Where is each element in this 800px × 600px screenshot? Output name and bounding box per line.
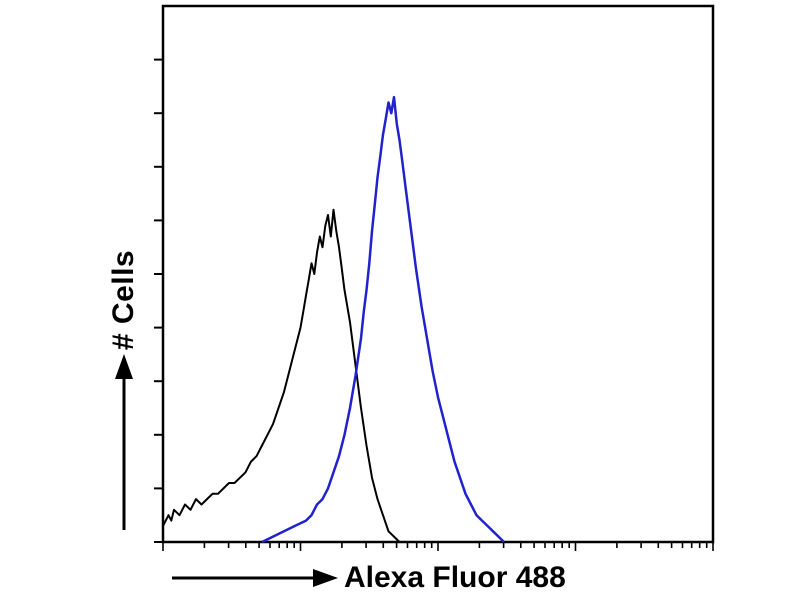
y-axis-arrow-icon: [115, 354, 133, 530]
y-axis-label: # Cells: [107, 249, 140, 351]
black-curve: [162, 208, 401, 543]
plot-frame: [161, 4, 715, 544]
blue-curve: [261, 95, 505, 544]
x-axis-arrow-icon: [172, 569, 338, 587]
x-axis-label: Alexa Fluor 488: [344, 561, 566, 594]
